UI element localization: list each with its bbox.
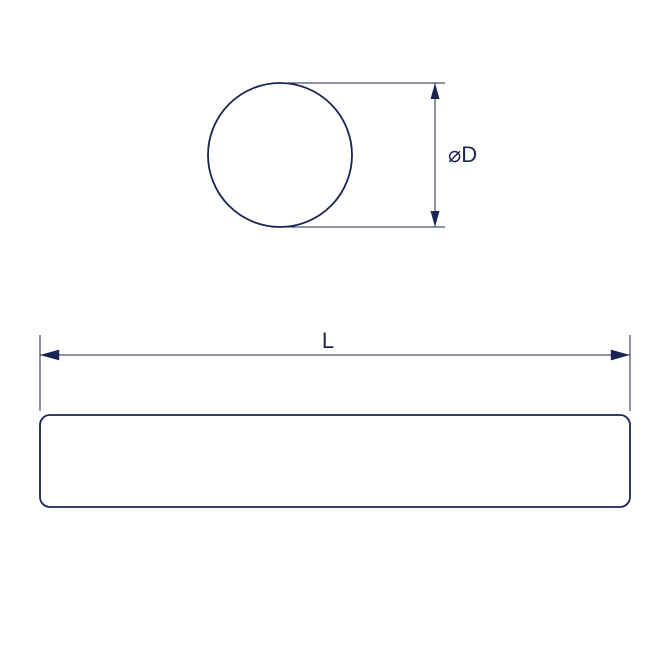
- diameter-arrow-top: [431, 83, 440, 99]
- diameter-label: ⌀D: [448, 142, 477, 167]
- technical-drawing-container: ⌀D L: [0, 0, 670, 670]
- length-label: L: [322, 328, 334, 353]
- cross-section-circle: [208, 83, 352, 227]
- length-arrow-right: [611, 350, 630, 361]
- diameter-arrow-bottom: [431, 211, 440, 227]
- drawing-svg: ⌀D L: [0, 0, 670, 670]
- length-arrow-left: [40, 350, 59, 361]
- bar-side-view: [40, 415, 630, 507]
